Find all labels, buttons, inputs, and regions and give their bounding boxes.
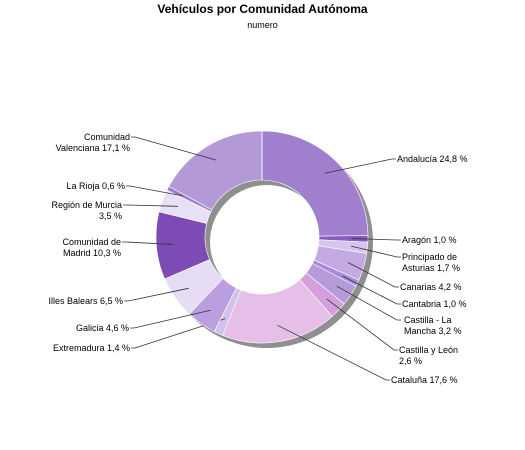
leader-principado-de-asturias — [350, 245, 401, 258]
label-line-la-rioja: La Rioja 0,6 % — [66, 181, 125, 191]
label-line-comunidad-valenciana: Valenciana 17,1 % — [56, 143, 130, 153]
leader-extremadura — [131, 318, 226, 349]
leader-cataluna — [277, 324, 390, 381]
label-comunidad-valenciana: Comunidad Valenciana 17,1 % — [56, 132, 130, 153]
label-line-galicia: Galicia 4,6 % — [76, 323, 129, 333]
label-la-rioja: La Rioja 0,6 % — [66, 181, 125, 191]
label-illes-balears: Illes Balears 6,5 % — [48, 296, 123, 306]
leader-canarias — [347, 261, 399, 288]
label-region-de-murcia: Región de Murcia 3,5 % — [51, 200, 122, 221]
label-line-comunidad-de-madrid: Comunidad de — [62, 237, 121, 247]
label-galicia: Galicia 4,6 % — [76, 323, 129, 333]
label-line-castilla-y-leon: Castilla y León — [399, 345, 458, 355]
label-line-aragon: Aragón 1,0 % — [402, 235, 457, 245]
label-line-cantabria: Cantabria 1,0 % — [402, 299, 467, 309]
label-line-extremadura: Extremadura 1,4 % — [53, 343, 130, 353]
leader-comunidad-de-madrid — [122, 241, 173, 245]
label-principado-de-asturias: Principado de Asturias 1,7 % — [402, 252, 460, 273]
label-line-castilla-la-mancha: Castilla - La — [404, 315, 452, 325]
leader-galicia — [130, 309, 211, 329]
slice-andalucia — [261, 130, 369, 237]
leader-illes-balears — [124, 287, 189, 302]
label-line-castilla-la-mancha: Mancha 3,2 % — [404, 326, 462, 336]
label-andalucia: Andalucía 24,8 % — [397, 154, 468, 164]
label-line-castilla-y-leon: 2,6 % — [399, 356, 422, 366]
label-line-cataluna: Cataluña 17,6 % — [391, 375, 458, 385]
label-line-andalucia: Andalucía 24,8 % — [397, 154, 468, 164]
chart-subtitle: numero — [247, 20, 278, 30]
label-extremadura: Extremadura 1,4 % — [53, 343, 130, 353]
leader-la-rioja — [126, 185, 183, 197]
leader-aragon — [351, 238, 401, 241]
label-line-principado-de-asturias: Asturias 1,7 % — [402, 263, 460, 273]
label-line-region-de-murcia: Región de Murcia — [51, 200, 122, 210]
label-cantabria: Cantabria 1,0 % — [402, 299, 467, 309]
chart-title: Vehículos por Comunidad Autónoma — [157, 2, 368, 16]
label-canarias: Canarias 4,2 % — [400, 282, 462, 292]
label-cataluna: Cataluña 17,6 % — [391, 375, 458, 385]
leader-region-de-murcia — [123, 204, 178, 207]
leader-castilla-y-leon — [326, 298, 398, 351]
label-aragon: Aragón 1,0 % — [402, 235, 457, 245]
label-line-region-de-murcia: 3,5 % — [99, 211, 122, 221]
leader-castilla-la-mancha — [336, 285, 401, 321]
label-comunidad-de-madrid: Comunidad de Madrid 10,3 % — [62, 237, 121, 258]
leader-comunidad-valenciana — [131, 136, 217, 161]
label-line-principado-de-asturias: Principado de — [402, 252, 457, 262]
label-castilla-la-mancha: Castilla - La Mancha 3,2 % — [404, 315, 462, 336]
label-line-illes-balears: Illes Balears 6,5 % — [48, 296, 123, 306]
label-line-comunidad-de-madrid: Madrid 10,3 % — [63, 248, 121, 258]
leader-andalucia — [324, 158, 396, 174]
label-line-canarias: Canarias 4,2 % — [400, 282, 462, 292]
leader-cantabria — [342, 275, 401, 305]
label-castilla-y-leon: Castilla y León 2,6 % — [399, 345, 458, 366]
label-line-comunidad-valenciana: Comunidad — [84, 132, 130, 142]
